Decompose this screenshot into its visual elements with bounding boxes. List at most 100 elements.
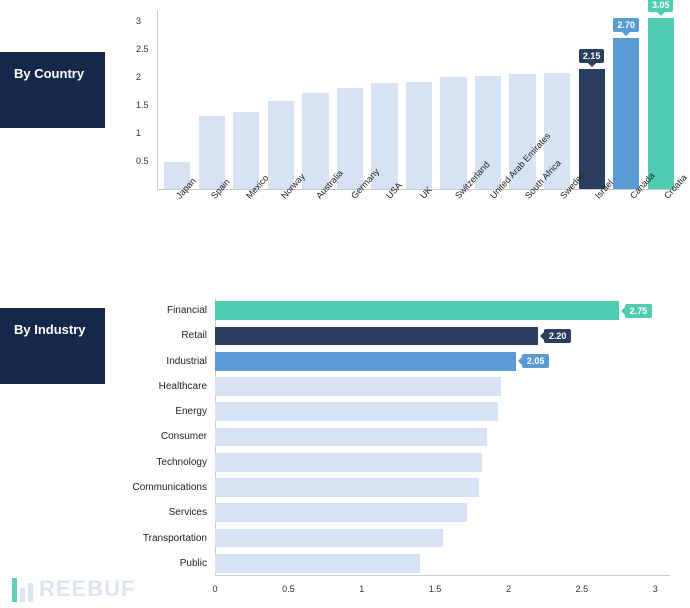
industry-row: Healthcare <box>115 374 670 399</box>
industry-row: Technology <box>115 450 670 475</box>
watermark-text: REEBUF <box>39 576 135 602</box>
y-tick: 2.5 <box>136 44 149 54</box>
x-label: South Africa <box>506 190 541 250</box>
x-tick: 2.5 <box>576 584 589 594</box>
row-label: Transportation <box>115 533 215 544</box>
row-label: Retail <box>115 330 215 341</box>
industry-title-box: By Industry <box>0 308 105 384</box>
country-plot: 2.152.703.05 0.511.522.53 <box>157 10 680 190</box>
country-bar <box>333 10 368 189</box>
country-chart: 2.15 2.70 3.05 0.5 1 1.5 2 2.5 3 JapanSpainMexi… <box>105 0 690 290</box>
country-title-box: By Country <box>0 52 105 128</box>
x-label: Israel <box>575 190 610 250</box>
industry-row: Retail 2.20 <box>115 323 670 348</box>
bar <box>406 82 432 189</box>
x-label: Germany <box>331 190 366 250</box>
country-bar <box>436 10 471 189</box>
x-tick: 0 <box>212 584 217 594</box>
industry-title: By Industry <box>14 322 86 337</box>
row-bar-area: 2.75 <box>215 298 670 323</box>
row-label: Energy <box>115 406 215 417</box>
value-badge: 2.15 <box>579 49 605 63</box>
industry-row: Consumer <box>115 424 670 449</box>
bar <box>215 428 487 447</box>
row-bar-area: 2.05 <box>215 349 670 374</box>
industry-row: Financial2.75 <box>115 298 670 323</box>
row-label: Services <box>115 507 215 518</box>
value-badge: 3.05 <box>648 0 674 12</box>
country-bar <box>402 10 437 189</box>
bar <box>648 18 674 189</box>
industry-row: Industrial 2.05 <box>115 349 670 374</box>
bar <box>215 327 538 346</box>
x-tick: 2 <box>506 584 511 594</box>
x-label: Canada <box>610 190 645 250</box>
y-tick: 0.5 <box>136 156 149 166</box>
industry-row: Public <box>115 551 670 576</box>
country-bar <box>229 10 264 189</box>
row-label: Communications <box>115 482 215 493</box>
x-label: Norway <box>262 190 297 250</box>
x-label: United Arab Emirates <box>471 190 506 250</box>
row-bar-area <box>215 525 670 550</box>
country-title: By Country <box>14 66 84 81</box>
row-bar-area <box>215 475 670 500</box>
x-tick: 3 <box>653 584 658 594</box>
bar <box>215 352 516 371</box>
bar <box>215 554 420 573</box>
row-label: Consumer <box>115 431 215 442</box>
industry-row: Communications <box>115 475 670 500</box>
row-bar-area <box>215 551 670 576</box>
country-section: By Country 2.15 2.70 3.05 0.5 1 1.5 2 2.5 3 Jap… <box>0 0 690 290</box>
bar <box>215 377 501 396</box>
x-tick: 1 <box>359 584 364 594</box>
country-bar <box>298 10 333 189</box>
x-label: UK <box>401 190 436 250</box>
bar <box>199 116 225 189</box>
watermark: REEBUF <box>12 576 135 602</box>
y-tick: 3 <box>136 16 141 26</box>
industry-row: Transportation <box>115 525 670 550</box>
y-tick: 2 <box>136 72 141 82</box>
row-bar-area <box>215 500 670 525</box>
x-label: Spain <box>192 190 227 250</box>
bar <box>268 101 294 189</box>
industry-section: By Industry Financial2.75 Retail 2.20 Indus… <box>0 290 690 608</box>
country-bar <box>264 10 299 189</box>
bar <box>302 93 328 189</box>
x-label: Japan <box>157 190 192 250</box>
x-label: Sweden <box>540 190 575 250</box>
row-bar-area <box>215 399 670 424</box>
row-label: Healthcare <box>115 381 215 392</box>
x-label: USA <box>366 190 401 250</box>
y-tick: 1.5 <box>136 100 149 110</box>
industry-row: Services <box>115 500 670 525</box>
bar <box>215 478 479 497</box>
country-bar <box>367 10 402 189</box>
row-label: Industrial <box>115 356 215 367</box>
industry-row: Energy <box>115 399 670 424</box>
row-label: Public <box>115 558 215 569</box>
row-bar-area <box>215 424 670 449</box>
x-label: Switzerland <box>436 190 471 250</box>
country-bar: 2.70 <box>609 10 644 189</box>
y-tick: 1 <box>136 128 141 138</box>
value-badge: 2.70 <box>613 18 639 32</box>
row-label: Technology <box>115 457 215 468</box>
x-label: Australia <box>296 190 331 250</box>
x-label: Mexico <box>227 190 262 250</box>
row-bar-area <box>215 374 670 399</box>
bar <box>215 402 498 421</box>
bar <box>579 69 605 189</box>
value-badge: 2.05 <box>522 354 550 368</box>
value-badge: 2.20 <box>544 329 572 343</box>
row-bar-area <box>215 450 670 475</box>
value-badge: 2.75 <box>625 304 653 318</box>
country-bar: 3.05 <box>643 10 678 189</box>
industry-chart: Financial2.75 Retail 2.20 Industrial 2.05 Hea… <box>105 290 690 608</box>
x-label: Croatia <box>645 190 680 250</box>
bar <box>215 503 467 522</box>
watermark-icon <box>12 576 33 602</box>
x-tick: 0.5 <box>282 584 295 594</box>
bar <box>440 77 466 189</box>
